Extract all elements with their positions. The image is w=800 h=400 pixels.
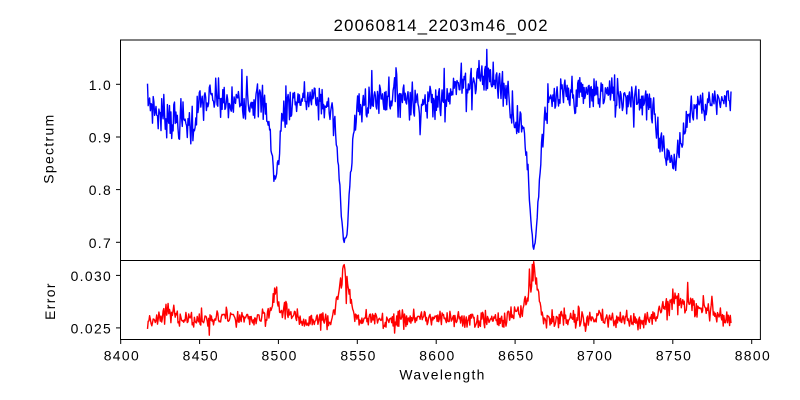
svg-text:Wavelength: Wavelength — [399, 367, 485, 383]
svg-text:8800: 8800 — [735, 348, 771, 364]
svg-text:0.8: 0.8 — [89, 182, 112, 198]
svg-text:8450: 8450 — [183, 348, 219, 364]
svg-text:8550: 8550 — [340, 348, 376, 364]
svg-text:0.030: 0.030 — [71, 268, 113, 284]
svg-text:8600: 8600 — [419, 348, 455, 364]
svg-text:8700: 8700 — [577, 348, 613, 364]
svg-text:8400: 8400 — [104, 348, 140, 364]
svg-text:8500: 8500 — [261, 348, 297, 364]
svg-text:20060814_2203m46_002: 20060814_2203m46_002 — [334, 16, 549, 35]
svg-text:0.7: 0.7 — [89, 235, 112, 251]
svg-text:0.9: 0.9 — [89, 130, 112, 146]
svg-text:Error: Error — [42, 282, 58, 320]
svg-text:8750: 8750 — [656, 348, 692, 364]
svg-text:8650: 8650 — [498, 348, 534, 364]
svg-text:1.0: 1.0 — [89, 77, 112, 93]
svg-text:Spectrum: Spectrum — [40, 113, 56, 183]
svg-text:0.025: 0.025 — [71, 321, 113, 337]
